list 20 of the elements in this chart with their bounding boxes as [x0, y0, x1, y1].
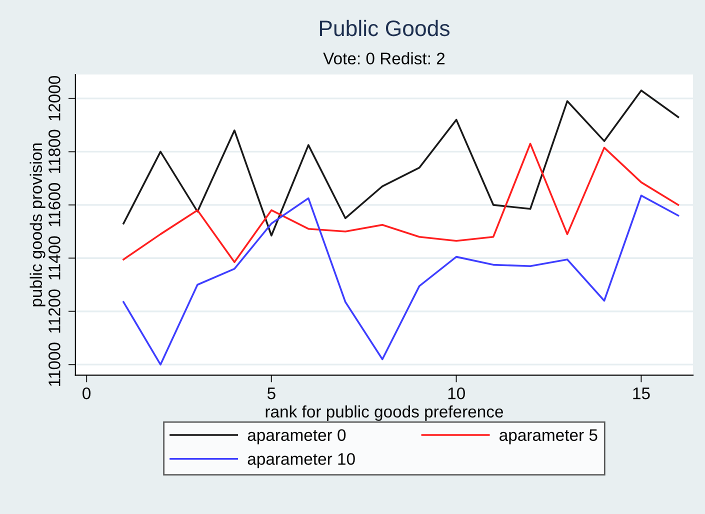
y-tick-label: 11200: [48, 289, 60, 333]
y-tick-label: 12000: [48, 76, 60, 120]
legend-label: aparameter 10: [248, 453, 355, 468]
y-tick-label: 11600: [48, 183, 60, 226]
line-series: [122, 90, 680, 236]
legend-label: aparameter 5: [500, 429, 598, 444]
legend-label: aparameter 0: [248, 429, 346, 444]
x-tick-label: 5: [267, 388, 276, 400]
y-tick-label: 11400: [48, 236, 60, 280]
x-axis-title: rank for public goods preference: [266, 405, 504, 421]
x-tick-label: 15: [633, 388, 650, 400]
y-axis-title: public goods provision: [30, 143, 46, 306]
y-tick-label: 11000: [48, 342, 60, 386]
x-tick-label: 0: [82, 387, 91, 400]
y-tick-label: 11800: [48, 130, 60, 173]
x-tick-label: 10: [448, 387, 465, 400]
chart-subtitle: Vote: 0 Redist: 2: [323, 52, 445, 64]
chart-title: Public Goods: [320, 20, 450, 36]
line-series: [122, 142, 680, 264]
line-series: [122, 194, 680, 366]
